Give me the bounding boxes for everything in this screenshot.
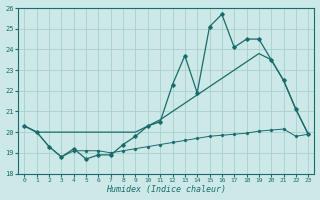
X-axis label: Humidex (Indice chaleur): Humidex (Indice chaleur) xyxy=(106,185,226,194)
